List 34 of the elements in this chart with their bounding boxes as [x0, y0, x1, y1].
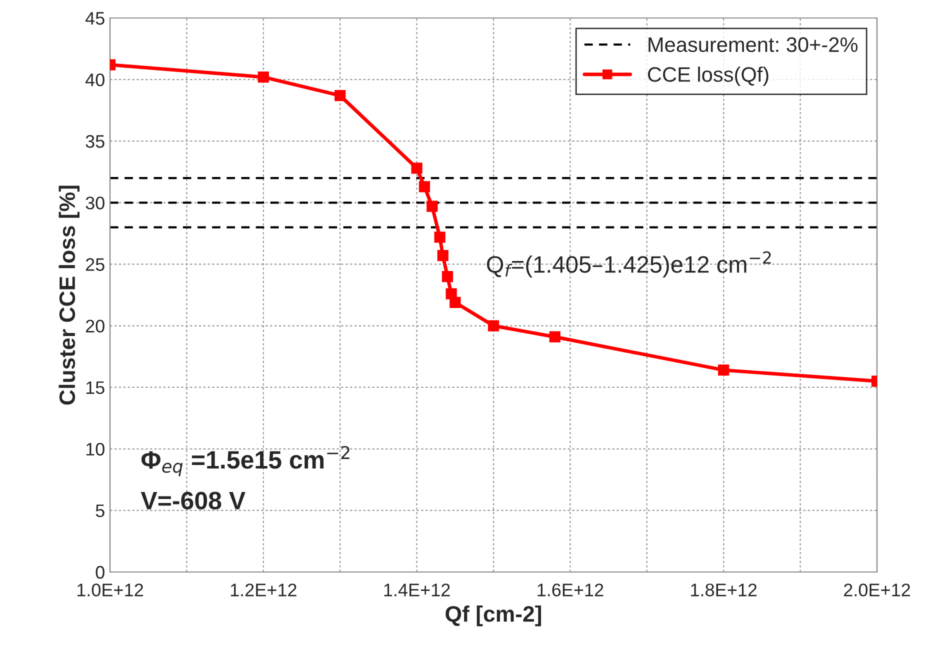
x-tick-label: 1.0E+12 [77, 584, 143, 596]
x-tick-label: 1.2E+12 [230, 584, 296, 596]
point [450, 296, 461, 308]
legend-label: Measurement: 30+-2% [648, 37, 858, 52]
annotation: Φ$_{eq}$ =1.5e15 cm$^{−2}$ [141, 446, 350, 476]
y-axis-title: Cluster CCE loss [%] [58, 186, 80, 405]
x-tick-label: 1.8E+12 [691, 584, 757, 596]
y-tick-label: 20 [86, 320, 104, 332]
y-tick-label: 15 [86, 381, 104, 394]
point [258, 72, 269, 83]
annotation: Q$_{f}$=(1.405–1.425)e12 cm$^{−2}$ [486, 251, 771, 278]
point [549, 331, 560, 342]
y-tick-label: 5 [96, 504, 104, 518]
y-tick-label: 10 [86, 442, 104, 456]
x-tick-label: 1.4E+12 [384, 584, 450, 596]
point [418, 181, 430, 192]
x-tick-label: 2.0E+12 [844, 584, 910, 596]
point [434, 232, 446, 243]
y-tick-label: 0 [96, 566, 104, 579]
y-tick-label: 40 [85, 73, 104, 86]
x-tick-label: 1.6E+12 [538, 584, 604, 596]
point [488, 320, 500, 332]
point [426, 200, 438, 212]
y-tick-label: 30 [86, 196, 104, 210]
x-axis-title: Qf [cm-2] [446, 606, 542, 626]
y-tick-label: 25 [86, 258, 104, 271]
point [411, 162, 422, 174]
y-tick-label: 45 [85, 12, 104, 25]
annotation: V=-608 V [140, 492, 246, 510]
legend-label: CCE loss(Qf) [648, 66, 768, 86]
point [442, 270, 454, 282]
point [334, 90, 346, 102]
point [437, 250, 448, 262]
y-tick-label: 35 [86, 135, 104, 148]
